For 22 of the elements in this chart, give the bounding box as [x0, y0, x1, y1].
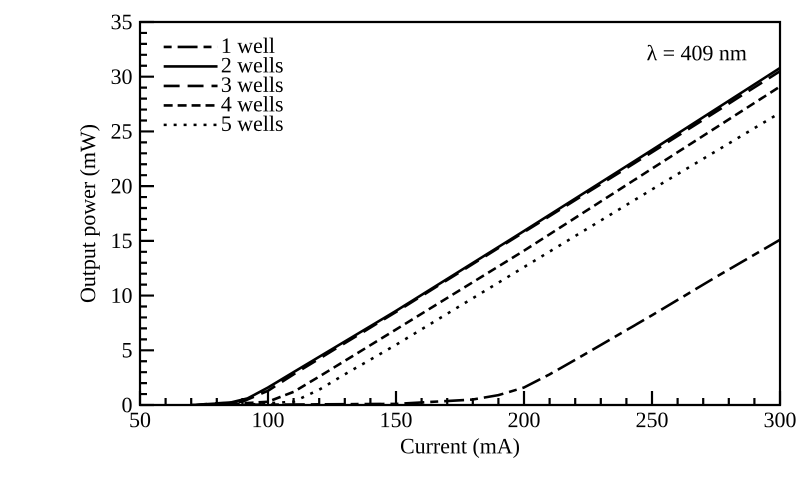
y-tick-label: 0 — [122, 398, 132, 412]
x-tick-label: 300 — [764, 412, 796, 428]
x-tick-label: 50 — [130, 412, 150, 428]
x-tick-label: 100 — [253, 412, 284, 428]
y-tick-label: 5 — [122, 342, 132, 358]
y-tick-label: 10 — [112, 288, 132, 303]
x-tick-label: 150 — [381, 412, 412, 428]
legend-label: 3 wells — [222, 76, 283, 92]
x-tick-label: 250 — [636, 412, 668, 428]
legend-label: 5 wells — [222, 116, 283, 132]
x-tick-label: 200 — [508, 412, 540, 428]
y-tick-label: 30 — [112, 69, 132, 84]
legend-label: 4 wells — [221, 96, 283, 112]
legend-label: 2 wells — [222, 57, 283, 73]
y-tick-label: 35 — [112, 14, 132, 30]
annotation: λ = 409 nm — [647, 44, 747, 60]
legend-label: 1 well — [222, 38, 275, 54]
y-tick-label: 15 — [112, 234, 132, 248]
y-tick-label: 25 — [112, 124, 132, 139]
y-axis-title: Output power (mW) — [80, 124, 100, 302]
y-tick-label: 20 — [112, 178, 132, 194]
x-axis-title: Current (mA) — [400, 438, 519, 458]
